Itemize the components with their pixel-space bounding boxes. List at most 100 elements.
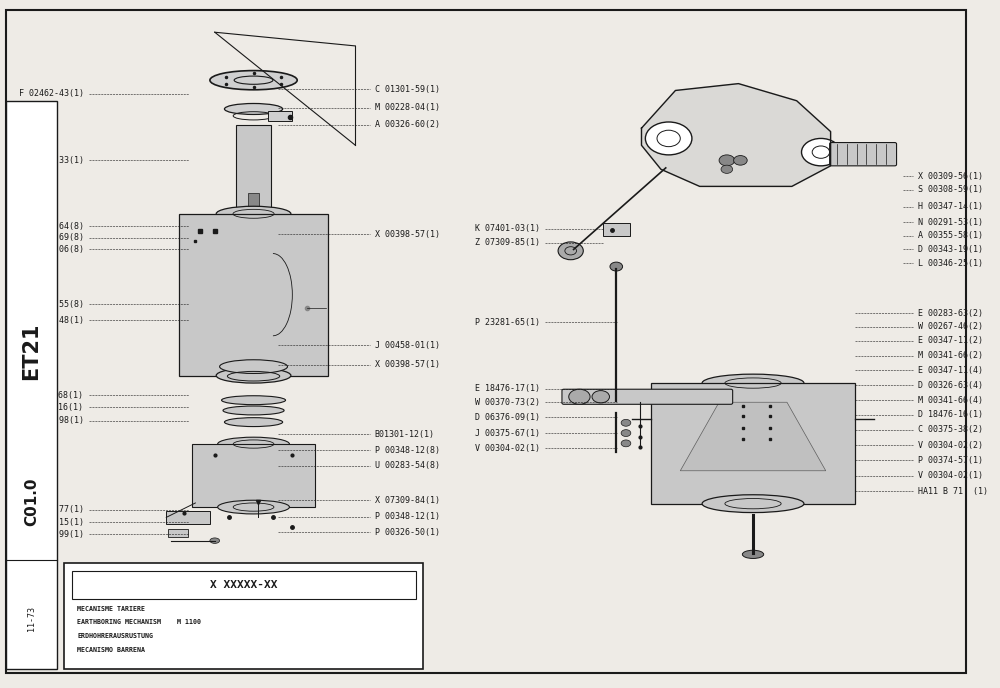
Polygon shape bbox=[680, 402, 826, 471]
Ellipse shape bbox=[224, 103, 283, 114]
Ellipse shape bbox=[218, 437, 289, 451]
Circle shape bbox=[802, 138, 840, 166]
Circle shape bbox=[621, 429, 631, 436]
Ellipse shape bbox=[224, 418, 283, 427]
Circle shape bbox=[592, 391, 609, 403]
Text: M 00341-66(4): M 00341-66(4) bbox=[918, 396, 983, 405]
Text: M 00228-04(1): M 00228-04(1) bbox=[375, 103, 440, 112]
Text: P 00348-12(1): P 00348-12(1) bbox=[375, 512, 440, 522]
Text: N01345-16(1): N01345-16(1) bbox=[24, 402, 84, 411]
Polygon shape bbox=[641, 84, 831, 186]
Ellipse shape bbox=[702, 495, 804, 513]
Text: W 00370-73(2): W 00370-73(2) bbox=[475, 398, 540, 407]
Text: T 13462-99(1): T 13462-99(1) bbox=[19, 530, 84, 539]
Text: Z 00338-55(8): Z 00338-55(8) bbox=[19, 300, 84, 309]
Bar bbox=[603, 224, 630, 236]
Text: E 00347-11(2): E 00347-11(2) bbox=[918, 336, 983, 345]
Text: 11-73: 11-73 bbox=[27, 605, 36, 631]
FancyBboxPatch shape bbox=[562, 389, 733, 405]
Circle shape bbox=[558, 242, 583, 259]
Text: N 00291-53(1): N 00291-53(1) bbox=[918, 217, 983, 226]
Text: E 00283-63(2): E 00283-63(2) bbox=[918, 309, 983, 318]
Text: N00453-68(1): N00453-68(1) bbox=[24, 391, 84, 400]
Text: C 00375-38(2): C 00375-38(2) bbox=[918, 425, 983, 434]
Bar bbox=[192, 444, 315, 507]
Text: K 07401-03(1): K 07401-03(1) bbox=[475, 224, 540, 233]
Text: J 00375-67(1): J 00375-67(1) bbox=[475, 429, 540, 438]
Text: X 07309-84(1): X 07309-84(1) bbox=[375, 496, 440, 505]
Circle shape bbox=[812, 146, 830, 158]
Text: MECANISMO BARRENA: MECANISMO BARRENA bbox=[77, 647, 145, 653]
Text: A 00326-60(2): A 00326-60(2) bbox=[375, 120, 440, 129]
Text: B01301-12(1): B01301-12(1) bbox=[375, 430, 435, 439]
Text: B 07403-48(1): B 07403-48(1) bbox=[19, 316, 84, 325]
Text: E 00347-11(4): E 00347-11(4) bbox=[918, 365, 983, 374]
Text: Q 30460-98(1): Q 30460-98(1) bbox=[19, 416, 84, 425]
Bar bbox=[6, 100, 57, 669]
Text: A 00350-06(8): A 00350-06(8) bbox=[19, 245, 84, 254]
Text: V 00304-02(2): V 00304-02(2) bbox=[918, 441, 983, 450]
Text: F 02462-43(1): F 02462-43(1) bbox=[19, 89, 84, 98]
Ellipse shape bbox=[210, 71, 297, 89]
Text: M 00341-66(2): M 00341-66(2) bbox=[918, 351, 983, 360]
Text: D 18476-16(1): D 18476-16(1) bbox=[918, 410, 983, 419]
Ellipse shape bbox=[223, 406, 284, 415]
Bar bbox=[248, 193, 259, 211]
Text: V 00304-02(1): V 00304-02(1) bbox=[918, 471, 983, 480]
Ellipse shape bbox=[216, 206, 291, 222]
Ellipse shape bbox=[222, 396, 286, 405]
Bar bbox=[64, 563, 423, 669]
Ellipse shape bbox=[742, 550, 764, 559]
Ellipse shape bbox=[220, 360, 287, 374]
Circle shape bbox=[657, 130, 680, 147]
Text: X 00398-57(1): X 00398-57(1) bbox=[375, 360, 440, 369]
Circle shape bbox=[645, 122, 692, 155]
Text: J 00458-01(1): J 00458-01(1) bbox=[375, 341, 440, 350]
Text: H 08369-77(1): H 08369-77(1) bbox=[19, 505, 84, 515]
Text: P 23281-65(1): P 23281-65(1) bbox=[475, 318, 540, 327]
Text: P 00374-57(1): P 00374-57(1) bbox=[918, 456, 983, 465]
Ellipse shape bbox=[702, 374, 804, 392]
Text: V 00304-02(1): V 00304-02(1) bbox=[475, 444, 540, 453]
Text: W 00267-46(2): W 00267-46(2) bbox=[918, 323, 983, 332]
Text: D 00326-63(4): D 00326-63(4) bbox=[918, 380, 983, 389]
Bar bbox=[168, 529, 188, 537]
Ellipse shape bbox=[216, 368, 291, 383]
Text: X 00398-57(1): X 00398-57(1) bbox=[375, 230, 440, 239]
Circle shape bbox=[719, 155, 735, 166]
Text: D 06376-09(1): D 06376-09(1) bbox=[475, 413, 540, 422]
Text: C01.0: C01.0 bbox=[24, 477, 39, 526]
Text: H 00347-14(1): H 00347-14(1) bbox=[918, 202, 983, 211]
Text: C 01301-59(1): C 01301-59(1) bbox=[375, 85, 440, 94]
Ellipse shape bbox=[238, 221, 269, 228]
Circle shape bbox=[621, 420, 631, 427]
Text: U 00345-64(8): U 00345-64(8) bbox=[19, 222, 84, 230]
Text: A 00355-58(1): A 00355-58(1) bbox=[918, 231, 983, 240]
Bar bbox=[236, 125, 271, 245]
Bar bbox=[179, 214, 328, 376]
Circle shape bbox=[569, 389, 590, 405]
Text: D 00343-19(1): D 00343-19(1) bbox=[918, 245, 983, 254]
Ellipse shape bbox=[219, 228, 288, 241]
Text: ET21: ET21 bbox=[21, 322, 41, 380]
Text: HA11 B 71  (1): HA11 B 71 (1) bbox=[918, 487, 988, 496]
Text: U 00283-54(8): U 00283-54(8) bbox=[375, 462, 440, 471]
Text: W 00360-15(1): W 00360-15(1) bbox=[19, 517, 84, 526]
Bar bbox=[651, 383, 855, 504]
Ellipse shape bbox=[610, 262, 623, 271]
Text: EARTHBORING MECHANISM    M 1100: EARTHBORING MECHANISM M 1100 bbox=[77, 619, 201, 625]
Circle shape bbox=[721, 165, 733, 173]
Text: P 00348-12(8): P 00348-12(8) bbox=[375, 446, 440, 455]
FancyBboxPatch shape bbox=[830, 142, 897, 166]
Bar bbox=[72, 572, 416, 599]
Text: E 18476-17(1): E 18476-17(1) bbox=[475, 384, 540, 393]
Bar bbox=[268, 111, 292, 121]
Text: X 00309-56(1): X 00309-56(1) bbox=[918, 171, 983, 181]
Text: Z 07309-85(1): Z 07309-85(1) bbox=[475, 238, 540, 247]
Text: S 00308-59(1): S 00308-59(1) bbox=[918, 185, 983, 194]
Text: Q 00341-69(8): Q 00341-69(8) bbox=[19, 233, 84, 242]
Text: M 00302-33(1): M 00302-33(1) bbox=[19, 156, 84, 165]
Text: L 00346-25(1): L 00346-25(1) bbox=[918, 259, 983, 268]
Text: ERDHOHRERAUSRUSTUNG: ERDHOHRERAUSRUSTUNG bbox=[77, 633, 153, 639]
Text: MECANISME TARIERE: MECANISME TARIERE bbox=[77, 605, 145, 612]
